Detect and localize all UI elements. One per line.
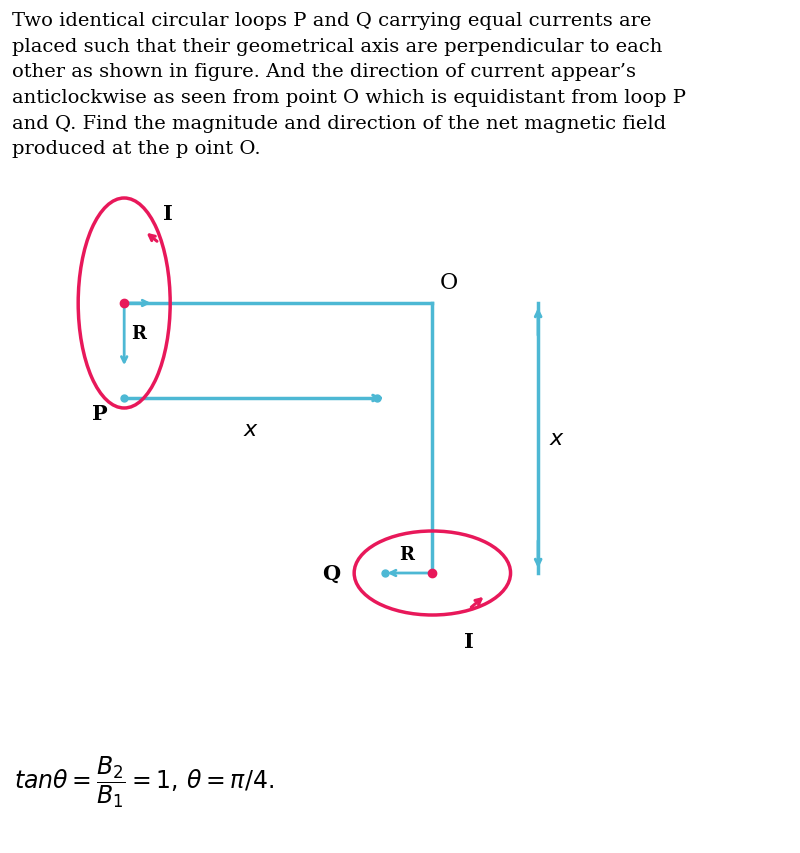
Text: $x$: $x$	[242, 419, 258, 440]
Text: R: R	[399, 545, 414, 563]
Text: I: I	[163, 204, 173, 223]
Text: R: R	[131, 325, 146, 343]
Text: I: I	[464, 631, 474, 651]
Text: Two identical circular loops P and Q carrying equal currents are
placed such tha: Two identical circular loops P and Q car…	[12, 12, 686, 159]
Text: Q: Q	[322, 563, 340, 583]
Text: $tan\theta = \dfrac{B_2}{B_1} = 1,\,\theta = \pi/4.$: $tan\theta = \dfrac{B_2}{B_1} = 1,\,\the…	[14, 753, 274, 809]
Text: O: O	[440, 272, 458, 293]
Text: P: P	[92, 403, 108, 423]
Text: $x$: $x$	[549, 427, 565, 450]
